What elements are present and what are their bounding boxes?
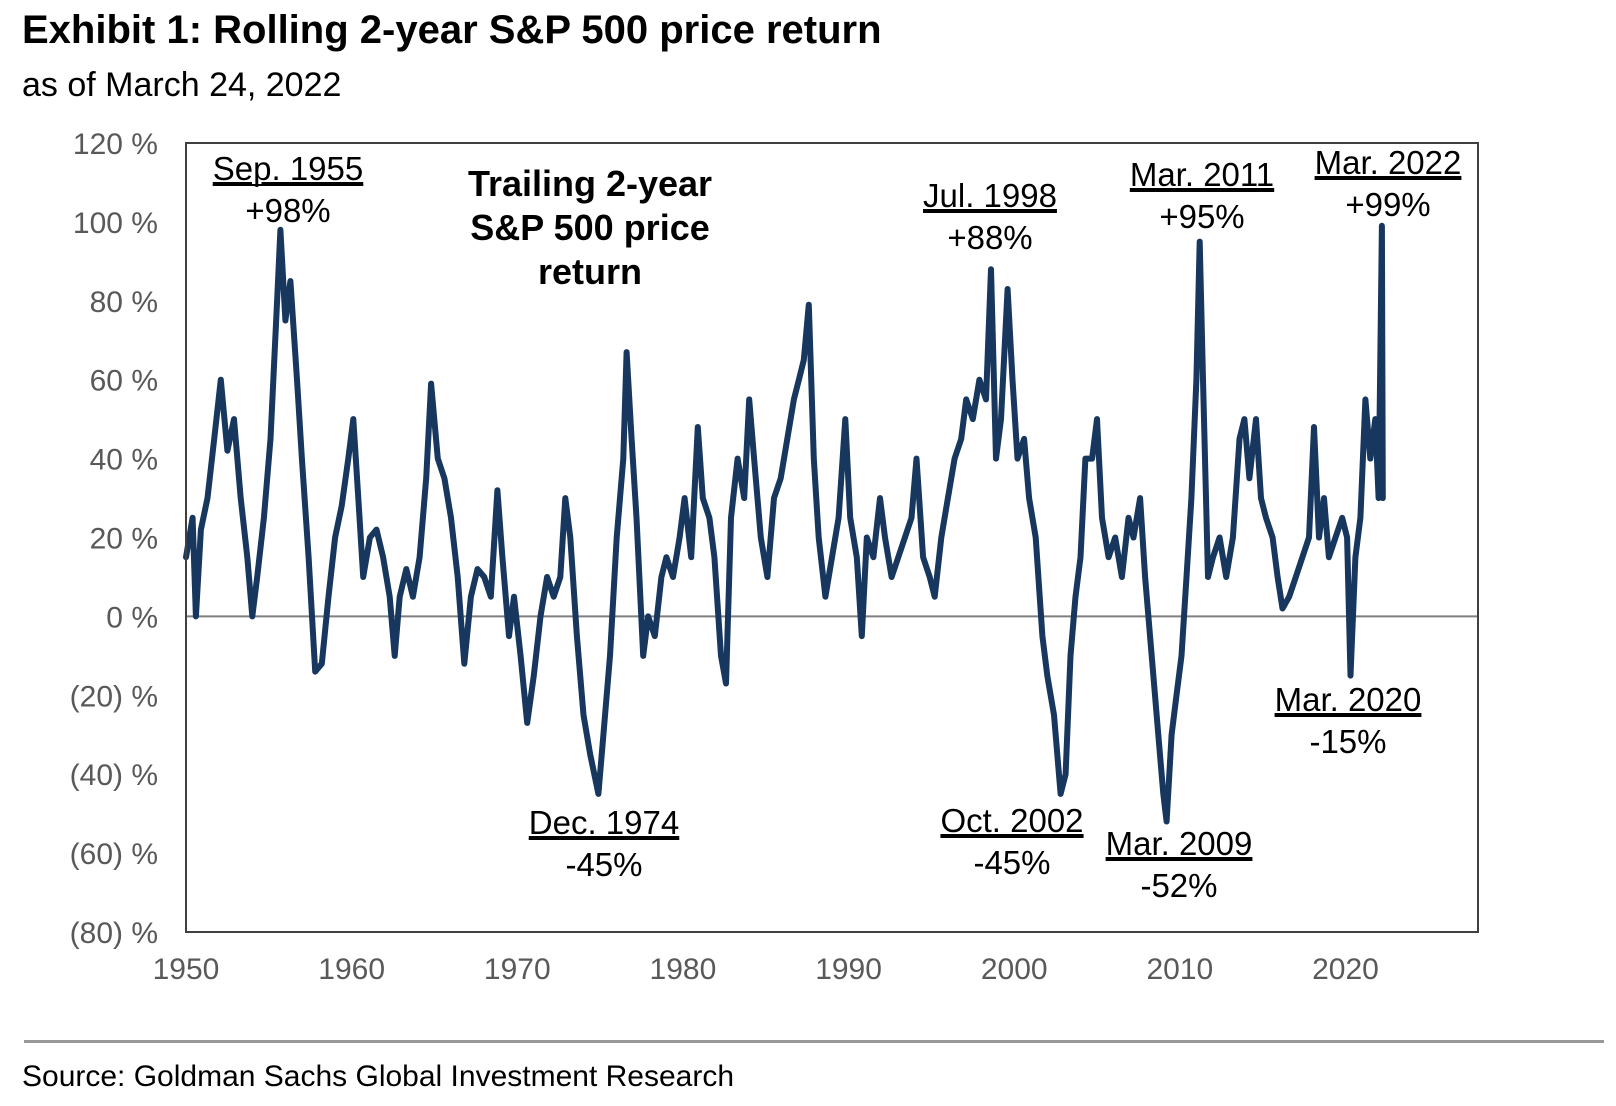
annotation-value: -45%	[565, 846, 642, 883]
annotation-date: Jul. 1998	[923, 177, 1057, 214]
x-tick-label: 2010	[1146, 953, 1213, 986]
annotation: Jul. 1998 +88%	[923, 177, 1057, 256]
annotation-value: +98%	[245, 192, 330, 229]
x-tick-label: 1960	[318, 953, 385, 986]
y-tick-label: 120 %	[73, 128, 158, 161]
source-note: Source: Goldman Sachs Global Investment …	[22, 1060, 735, 1093]
series-line	[183, 222, 1386, 825]
x-axis: 1950 1960 1970 1980 1990 2000 2010 2020	[153, 953, 1379, 986]
exhibit-title: Exhibit 1: Rolling 2-year S&P 500 price …	[22, 8, 882, 52]
y-tick-label: (40) %	[70, 759, 158, 792]
y-tick-label: (60) %	[70, 838, 158, 871]
y-tick-label: 0 %	[106, 601, 158, 634]
y-tick-label: 80 %	[90, 286, 158, 319]
annotation: Dec. 1974 -45%	[528, 804, 680, 883]
annotation-value: +99%	[1345, 186, 1430, 223]
x-tick-label: 2020	[1312, 953, 1379, 986]
annotation-date: Oct. 2002	[940, 802, 1083, 839]
exhibit-subtitle: as of March 24, 2022	[22, 66, 342, 104]
x-tick-label: 2000	[981, 953, 1048, 986]
chart-inset-title: Trailing 2-year S&P 500 price return	[468, 163, 712, 292]
x-tick-label: 1950	[153, 953, 220, 986]
annotation-value: -45%	[973, 844, 1050, 881]
annotation-value: -52%	[1140, 867, 1217, 904]
annotation-date: Mar. 2022	[1315, 144, 1462, 181]
x-tick-label: 1990	[815, 953, 882, 986]
annotation: Oct. 2002 -45%	[940, 802, 1084, 881]
annotation: Sep. 1955 +98%	[212, 150, 364, 229]
annotation-value: -15%	[1309, 723, 1386, 760]
source-divider	[24, 1040, 1604, 1043]
annotation: Mar. 2009 -52%	[1105, 825, 1253, 904]
annotation-date: Mar. 2011	[1130, 156, 1274, 193]
annotation: Mar. 2022 +99%	[1314, 144, 1462, 223]
annotation-date: Mar. 2009	[1106, 825, 1253, 862]
y-tick-label: 20 %	[90, 523, 158, 556]
annotation-date: Mar. 2020	[1275, 681, 1422, 718]
annotation: Mar. 2020 -15%	[1274, 681, 1422, 760]
plot-frame	[185, 142, 1479, 933]
annotation-date: Sep. 1955	[213, 150, 363, 187]
y-tick-label: (20) %	[70, 680, 158, 713]
y-tick-label: (80) %	[70, 917, 158, 950]
x-tick-label: 1980	[650, 953, 717, 986]
y-tick-label: 40 %	[90, 444, 158, 477]
y-axis: 120 % 100 % 80 % 60 % 40 % 20 % 0 % (20) % (40) …	[70, 128, 158, 950]
annotation-date: Dec. 1974	[529, 804, 679, 841]
line-chart: 120 % 100 % 80 % 60 % 40 % 20 % 0 % (20) % (40) …	[70, 128, 1479, 986]
annotations: Sep. 1955+98% Jul. 1998+88%Mar. 2011+95%M…	[212, 144, 1462, 904]
x-tick-label: 1970	[484, 953, 551, 986]
y-tick-label: 60 %	[90, 365, 158, 398]
annotation-value: +88%	[947, 219, 1032, 256]
annotation-value: +95%	[1159, 198, 1244, 235]
annotation: Mar. 2011 +95%	[1129, 156, 1275, 235]
y-tick-label: 100 %	[73, 207, 158, 240]
